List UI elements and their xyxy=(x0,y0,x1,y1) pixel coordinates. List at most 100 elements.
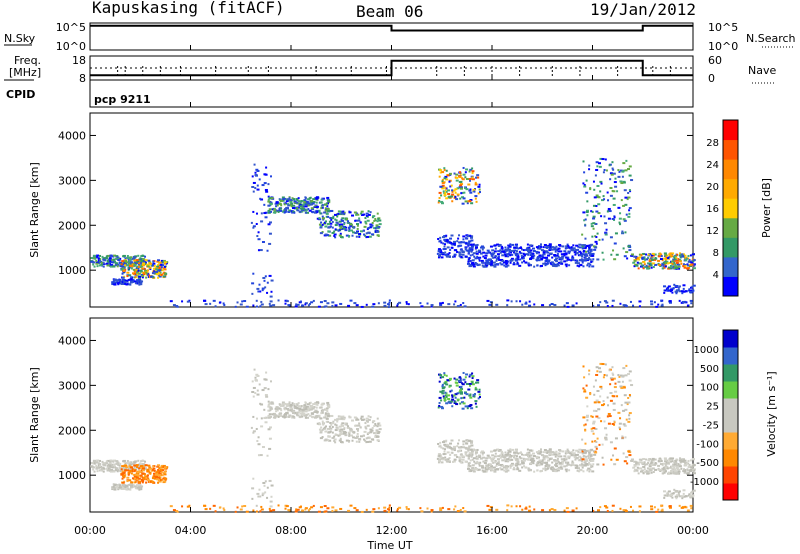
power-cell-1523 xyxy=(567,245,570,248)
power-cell-830 xyxy=(374,219,377,222)
power-cell-2339 xyxy=(260,303,264,306)
power-cell-1067 xyxy=(445,178,449,181)
power-cell-2159 xyxy=(664,265,667,268)
velocity-cell-488 xyxy=(119,486,122,489)
velocity-cell-919 xyxy=(319,437,323,440)
power-cell-747 xyxy=(272,211,276,214)
power-cell-762 xyxy=(301,207,305,210)
velocity-cell-742 xyxy=(290,410,293,413)
power-cell-1838 xyxy=(592,215,596,218)
velocity-cell-719 xyxy=(289,403,293,406)
velocity-cell-1058 xyxy=(478,393,481,396)
power-cell-1584 xyxy=(538,255,541,258)
power-cell-1113 xyxy=(476,174,480,177)
velocity-cell-1564 xyxy=(497,449,501,452)
velocity-cell-1567 xyxy=(514,464,518,467)
power-cell-1196 xyxy=(561,255,565,258)
power-cell-827 xyxy=(328,234,332,237)
power-cell-1998 xyxy=(639,262,643,265)
power-cell-1951 xyxy=(621,175,624,178)
power-cell-393 xyxy=(164,272,167,275)
power-cell-1264 xyxy=(472,243,475,246)
velocity-cell-947 xyxy=(337,434,340,437)
velocity-cell-482 xyxy=(134,487,137,490)
power-cell-2214 xyxy=(671,287,675,290)
power-cell-2303 xyxy=(603,300,607,303)
power-cell-1365 xyxy=(479,252,483,255)
power-cell-1933 xyxy=(611,161,614,164)
velocity-cell-2355 xyxy=(312,504,315,507)
velocity-cell-1498 xyxy=(574,466,578,469)
power-cell-939 xyxy=(374,230,377,233)
velocity-cell-2075 xyxy=(653,458,657,461)
velocity-cell-928 xyxy=(338,425,342,428)
velocity-cell-53 xyxy=(93,470,96,473)
velocity-cell-2387 xyxy=(181,505,184,508)
velocity-cell-103 xyxy=(119,467,123,470)
velocity-cell-1068 xyxy=(469,373,473,376)
velocity-cell-2044 xyxy=(638,458,642,461)
velocity-cell-159 xyxy=(119,468,122,471)
velocity-cell-201 xyxy=(157,469,160,472)
power-cell-2316 xyxy=(387,303,390,306)
power-cell-83 xyxy=(113,254,117,257)
velocity-cell-993 xyxy=(376,435,380,438)
velocity-cell-951 xyxy=(336,427,339,430)
velocity-cell-1812 xyxy=(604,363,607,366)
velocity-cell-1023 xyxy=(476,381,480,384)
power-cell-2229 xyxy=(667,288,670,291)
velocity-cell-741 xyxy=(315,406,318,409)
power-cell-1524 xyxy=(579,264,583,267)
power-cell-790 xyxy=(363,233,366,236)
power-cell-2177 xyxy=(651,252,655,255)
velocity-cell-1850 xyxy=(584,442,587,445)
velocity-ytick-label-2000: 2000 xyxy=(58,424,86,437)
velocity-cell-2118 xyxy=(651,467,655,470)
velocity-cell-2227 xyxy=(689,496,693,499)
velocity-cell-1876 xyxy=(597,408,601,411)
velocity-cell-1461 xyxy=(471,466,475,469)
velocity-cell-974 xyxy=(351,439,354,442)
power-cell-1878 xyxy=(628,212,631,215)
power-cell-1057 xyxy=(458,171,461,174)
velocity-cell-1359 xyxy=(501,459,505,462)
power-cell-290 xyxy=(153,264,156,267)
nave-label: Nave xyxy=(748,64,776,77)
velocity-cell-289 xyxy=(148,471,152,474)
velocity-cell-1237 xyxy=(566,448,569,451)
velocity-cell-539 xyxy=(270,495,273,498)
velocity-cell-1820 xyxy=(599,362,603,365)
velocity-cell-262 xyxy=(165,467,168,470)
velocity-cell-784 xyxy=(366,420,369,423)
power-cell-1908 xyxy=(589,249,592,252)
power-cell-1766 xyxy=(466,243,470,246)
power-cell-505 xyxy=(252,210,255,213)
velocity-cell-1229 xyxy=(503,469,506,472)
power-cell-1938 xyxy=(603,215,606,218)
power-cell-765 xyxy=(293,211,296,214)
power-cell-2139 xyxy=(664,253,668,256)
velocity-cell-2340 xyxy=(453,508,456,511)
velocity-cell-356 xyxy=(146,478,149,481)
power-cell-994 xyxy=(356,227,359,230)
power-cell-1446 xyxy=(586,244,589,247)
velocity-cell-1854 xyxy=(614,390,618,393)
velocity-cell-131 xyxy=(132,467,136,470)
power-cell-1295 xyxy=(578,250,582,253)
power-cell-2055 xyxy=(642,252,646,255)
power-cell-1591 xyxy=(563,254,566,257)
velocity-cell-996 xyxy=(377,422,380,425)
power-cell-1733 xyxy=(458,253,462,256)
velocity-cell-1882 xyxy=(592,432,595,435)
power-cell-81 xyxy=(99,258,102,261)
velocity-cell-2311 xyxy=(524,507,528,510)
power-cell-2099 xyxy=(680,253,684,256)
velocity-cell-536 xyxy=(261,494,264,497)
power-cell-1005 xyxy=(454,191,457,194)
power-cell-1738 xyxy=(446,246,450,249)
power-cell-1508 xyxy=(571,255,574,258)
velocity-cell-1118 xyxy=(459,392,463,395)
velocity-cell-768 xyxy=(284,413,288,416)
velocity-cell-988 xyxy=(334,423,337,426)
power-cell-1135 xyxy=(464,187,467,190)
